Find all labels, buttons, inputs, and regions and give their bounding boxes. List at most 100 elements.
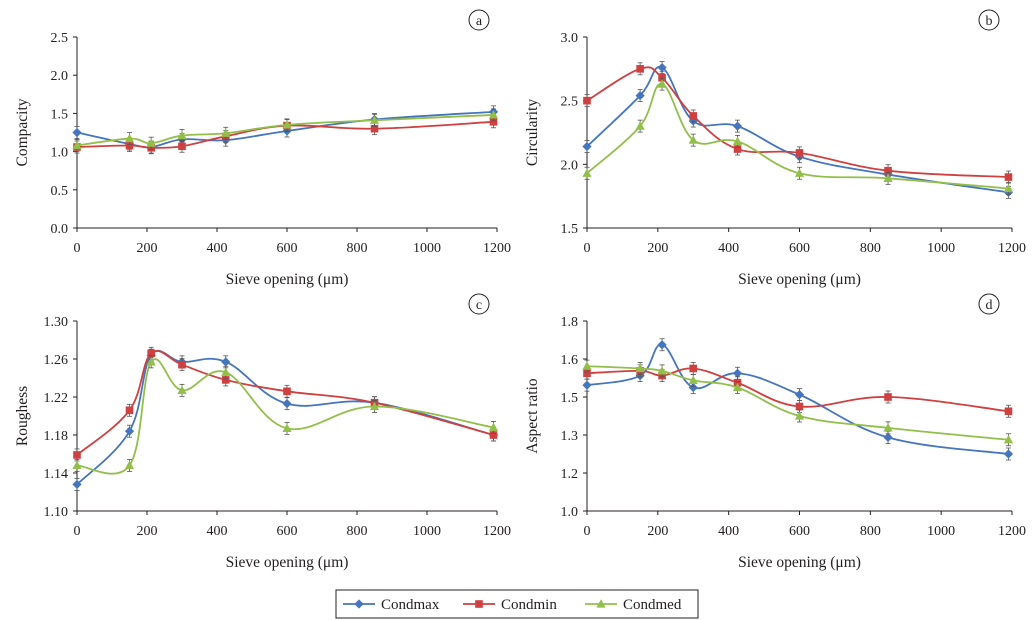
x-tick-label: 400 bbox=[718, 524, 739, 539]
data-point bbox=[688, 375, 698, 384]
data-point bbox=[72, 479, 82, 489]
data-point bbox=[178, 142, 186, 151]
x-tick-label: 1000 bbox=[927, 524, 955, 539]
data-point bbox=[732, 136, 743, 146]
y-tick-label: 1.10 bbox=[44, 505, 69, 520]
y-tick-label: 2.0 bbox=[561, 158, 579, 173]
data-point bbox=[582, 361, 592, 370]
chart-panels: 0.0 0.5 1.0 1.5 2.0 2.5 0 200 400 600 800 1000 1200 S… bbox=[14, 9, 1026, 571]
legend: Condmax Condmin Condmed bbox=[335, 589, 699, 619]
data-point bbox=[657, 366, 667, 375]
legend-box bbox=[335, 589, 699, 619]
x-tick-label: 1200 bbox=[998, 524, 1026, 539]
data-point bbox=[732, 382, 743, 392]
data-point bbox=[72, 140, 82, 150]
x-tick-label: 800 bbox=[860, 241, 881, 256]
data-point bbox=[688, 135, 698, 144]
y-axis-title: Aspect ratio bbox=[524, 378, 541, 454]
data-point bbox=[370, 124, 379, 133]
x-tick-label: 600 bbox=[789, 524, 810, 539]
data-point bbox=[221, 357, 231, 367]
y-tick-label: 1.26 bbox=[44, 353, 69, 368]
series-line bbox=[586, 343, 1009, 455]
x-axis-title: Sieve opening (μm) bbox=[738, 554, 861, 571]
series-condmin bbox=[73, 115, 498, 155]
x-tick-label: 0 bbox=[74, 241, 81, 256]
series-condmed bbox=[72, 355, 499, 475]
data-point bbox=[369, 115, 380, 124]
x-axis-title: Sieve opening (μm) bbox=[226, 271, 349, 288]
panel-c: 1.10 1.14 1.18 1.22 1.26 1.30 0 200 400 600 800 100… bbox=[14, 293, 511, 571]
y-axis-title: Circularity bbox=[524, 99, 541, 166]
data-point bbox=[72, 127, 82, 138]
data-point bbox=[795, 149, 804, 157]
y-tick-label: 1.0 bbox=[51, 146, 69, 161]
data-point bbox=[489, 431, 498, 439]
x-tick-label: 0 bbox=[74, 524, 81, 539]
data-point bbox=[146, 357, 156, 366]
data-point bbox=[794, 411, 805, 420]
y-tick-label: 1.5 bbox=[561, 391, 579, 406]
data-point bbox=[124, 133, 135, 143]
data-point bbox=[657, 62, 667, 73]
y-tick-label: 1.18 bbox=[44, 429, 69, 444]
panel-letter: a bbox=[476, 14, 483, 29]
x-tick-label: 800 bbox=[860, 524, 881, 539]
y-tick-label: 2.5 bbox=[51, 31, 69, 46]
legend-entry-condmax: Condmax bbox=[343, 597, 440, 613]
data-point bbox=[282, 399, 292, 409]
y-axis-title: Compacity bbox=[14, 98, 31, 166]
data-point bbox=[732, 368, 743, 378]
data-point bbox=[489, 118, 498, 126]
x-tick-label: 200 bbox=[647, 241, 668, 256]
y-tick-label: 1.30 bbox=[44, 315, 69, 330]
x-tick-label: 600 bbox=[789, 241, 810, 256]
series-line bbox=[586, 66, 1009, 178]
y-tick-label: 1.5 bbox=[561, 222, 579, 237]
x-tick-label: 1000 bbox=[927, 241, 955, 256]
y-tick-label: 2.0 bbox=[51, 69, 69, 84]
panel-a: 0.0 0.5 1.0 1.5 2.0 2.5 0 200 400 600 800 1000 1200 S… bbox=[14, 9, 511, 288]
x-tick-label: 1000 bbox=[413, 524, 441, 539]
y-tick-label: 1.6 bbox=[561, 353, 579, 368]
y-tick-label: 1.8 bbox=[561, 315, 579, 330]
y-tick-label: 1.22 bbox=[44, 391, 69, 406]
panel-b: 1.5 2.0 2.5 3.0 0 200 400 600 800 1000 1200 Sieve o… bbox=[524, 9, 1026, 288]
data-point bbox=[689, 112, 698, 120]
data-point bbox=[795, 402, 804, 411]
x-tick-label: 1000 bbox=[413, 241, 441, 256]
data-point bbox=[177, 130, 187, 140]
data-point bbox=[657, 340, 667, 350]
series-condmed bbox=[582, 359, 1014, 447]
y-axis-title: Roughess bbox=[14, 386, 31, 446]
data-point bbox=[283, 387, 291, 396]
panel-letter-circle bbox=[978, 293, 1000, 315]
x-tick-label: 1200 bbox=[483, 241, 511, 256]
panel-d: 1.0 1.2 1.3 1.5 1.6 1.8 0 200 400 600 800 1000 1200 S… bbox=[524, 293, 1026, 571]
data-point bbox=[1003, 449, 1014, 459]
y-tick-label: 1.5 bbox=[51, 107, 69, 122]
data-point bbox=[582, 141, 592, 152]
x-tick-label: 800 bbox=[347, 241, 368, 256]
y-tick-label: 1.3 bbox=[561, 429, 579, 444]
x-tick-label: 0 bbox=[584, 241, 591, 256]
panel-letter: d bbox=[986, 298, 993, 313]
data-point bbox=[883, 173, 893, 182]
y-tick-label: 3.0 bbox=[561, 31, 579, 46]
data-point bbox=[221, 128, 231, 137]
data-point bbox=[488, 110, 499, 119]
data-point bbox=[282, 120, 292, 129]
data-point bbox=[583, 369, 591, 378]
data-point bbox=[72, 460, 82, 469]
data-point bbox=[794, 390, 805, 400]
data-point bbox=[1003, 434, 1014, 444]
x-tick-label: 0 bbox=[584, 524, 591, 539]
legend-entry-condmin: Condmin bbox=[463, 597, 557, 613]
data-point bbox=[1003, 183, 1014, 193]
data-point bbox=[369, 401, 380, 411]
data-point bbox=[635, 363, 645, 373]
y-tick-label: 0.0 bbox=[51, 222, 69, 237]
x-tick-label: 600 bbox=[277, 524, 298, 539]
data-point bbox=[582, 380, 592, 390]
